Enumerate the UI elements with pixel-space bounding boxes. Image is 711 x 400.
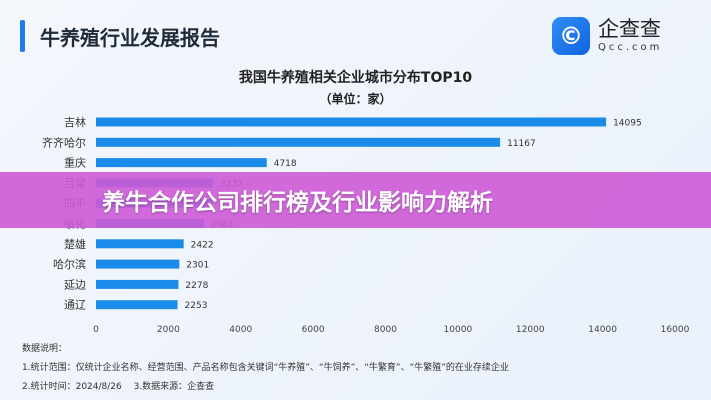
bar bbox=[96, 259, 180, 269]
category-label: 吉林 bbox=[64, 115, 86, 129]
bar bbox=[96, 239, 184, 249]
notes-line2: 2.统计时间：2024/8/26 3.数据来源：企查查 bbox=[22, 382, 215, 392]
bar bbox=[96, 117, 607, 127]
bar bbox=[96, 158, 267, 168]
value-label: 2278 bbox=[185, 281, 208, 291]
value-label: 4718 bbox=[274, 159, 297, 169]
value-label: 2301 bbox=[186, 261, 209, 271]
logo-en: Qcc.com bbox=[598, 42, 663, 53]
x-tick-label: 16000 bbox=[661, 325, 690, 335]
report-title: 牛养殖行业发展报告 bbox=[40, 26, 220, 50]
qcc-logo: © 企查查 Qcc.com bbox=[552, 17, 662, 55]
x-tick-label: 6000 bbox=[302, 325, 325, 335]
category-label: 齐齐哈尔 bbox=[42, 135, 86, 149]
category-label: 延边 bbox=[64, 278, 86, 291]
x-tick-label: 4000 bbox=[229, 325, 252, 335]
bar bbox=[96, 279, 179, 289]
category-label: 楚雄 bbox=[64, 237, 86, 251]
value-label: 2422 bbox=[191, 240, 214, 250]
x-tick-label: 0 bbox=[93, 325, 99, 335]
x-tick-label: 2000 bbox=[157, 325, 180, 335]
x-tick-label: 8000 bbox=[374, 325, 397, 335]
value-label: 2253 bbox=[185, 301, 208, 311]
bar bbox=[96, 137, 501, 147]
x-tick-label: 14000 bbox=[588, 325, 617, 335]
chart-subtitle: （单位：家） bbox=[319, 92, 392, 106]
title-accent bbox=[20, 20, 25, 52]
data-notes: 数据说明： 1.统计范围：仅统计企业名称、经营范围、产品名称包含关键词“牛养殖”… bbox=[22, 340, 509, 397]
category-label: 哈尔滨 bbox=[53, 257, 86, 271]
value-label: 14095 bbox=[613, 119, 642, 129]
value-label: 11167 bbox=[507, 139, 536, 149]
bar bbox=[96, 300, 178, 310]
notes-heading: 数据说明： bbox=[22, 344, 68, 354]
x-tick-label: 12000 bbox=[516, 325, 545, 335]
headline-banner: 养牛合作公司排行榜及行业影响力解析 bbox=[0, 172, 711, 228]
qcc-logo-icon: © bbox=[552, 17, 590, 55]
category-label: 重庆 bbox=[64, 156, 86, 170]
notes-line1: 1.统计范围：仅统计企业名称、经营范围、产品名称包含关键词“牛养殖”、“牛饲养”… bbox=[22, 363, 509, 373]
chart-title: 我国牛养殖相关企业城市分布TOP10 bbox=[238, 70, 473, 86]
logo-cn: 企查查 bbox=[598, 17, 661, 41]
x-tick-label: 10000 bbox=[444, 325, 473, 335]
headline-text: 养牛合作公司排行榜及行业影响力解析 bbox=[102, 190, 493, 216]
category-label: 通辽 bbox=[64, 299, 86, 312]
